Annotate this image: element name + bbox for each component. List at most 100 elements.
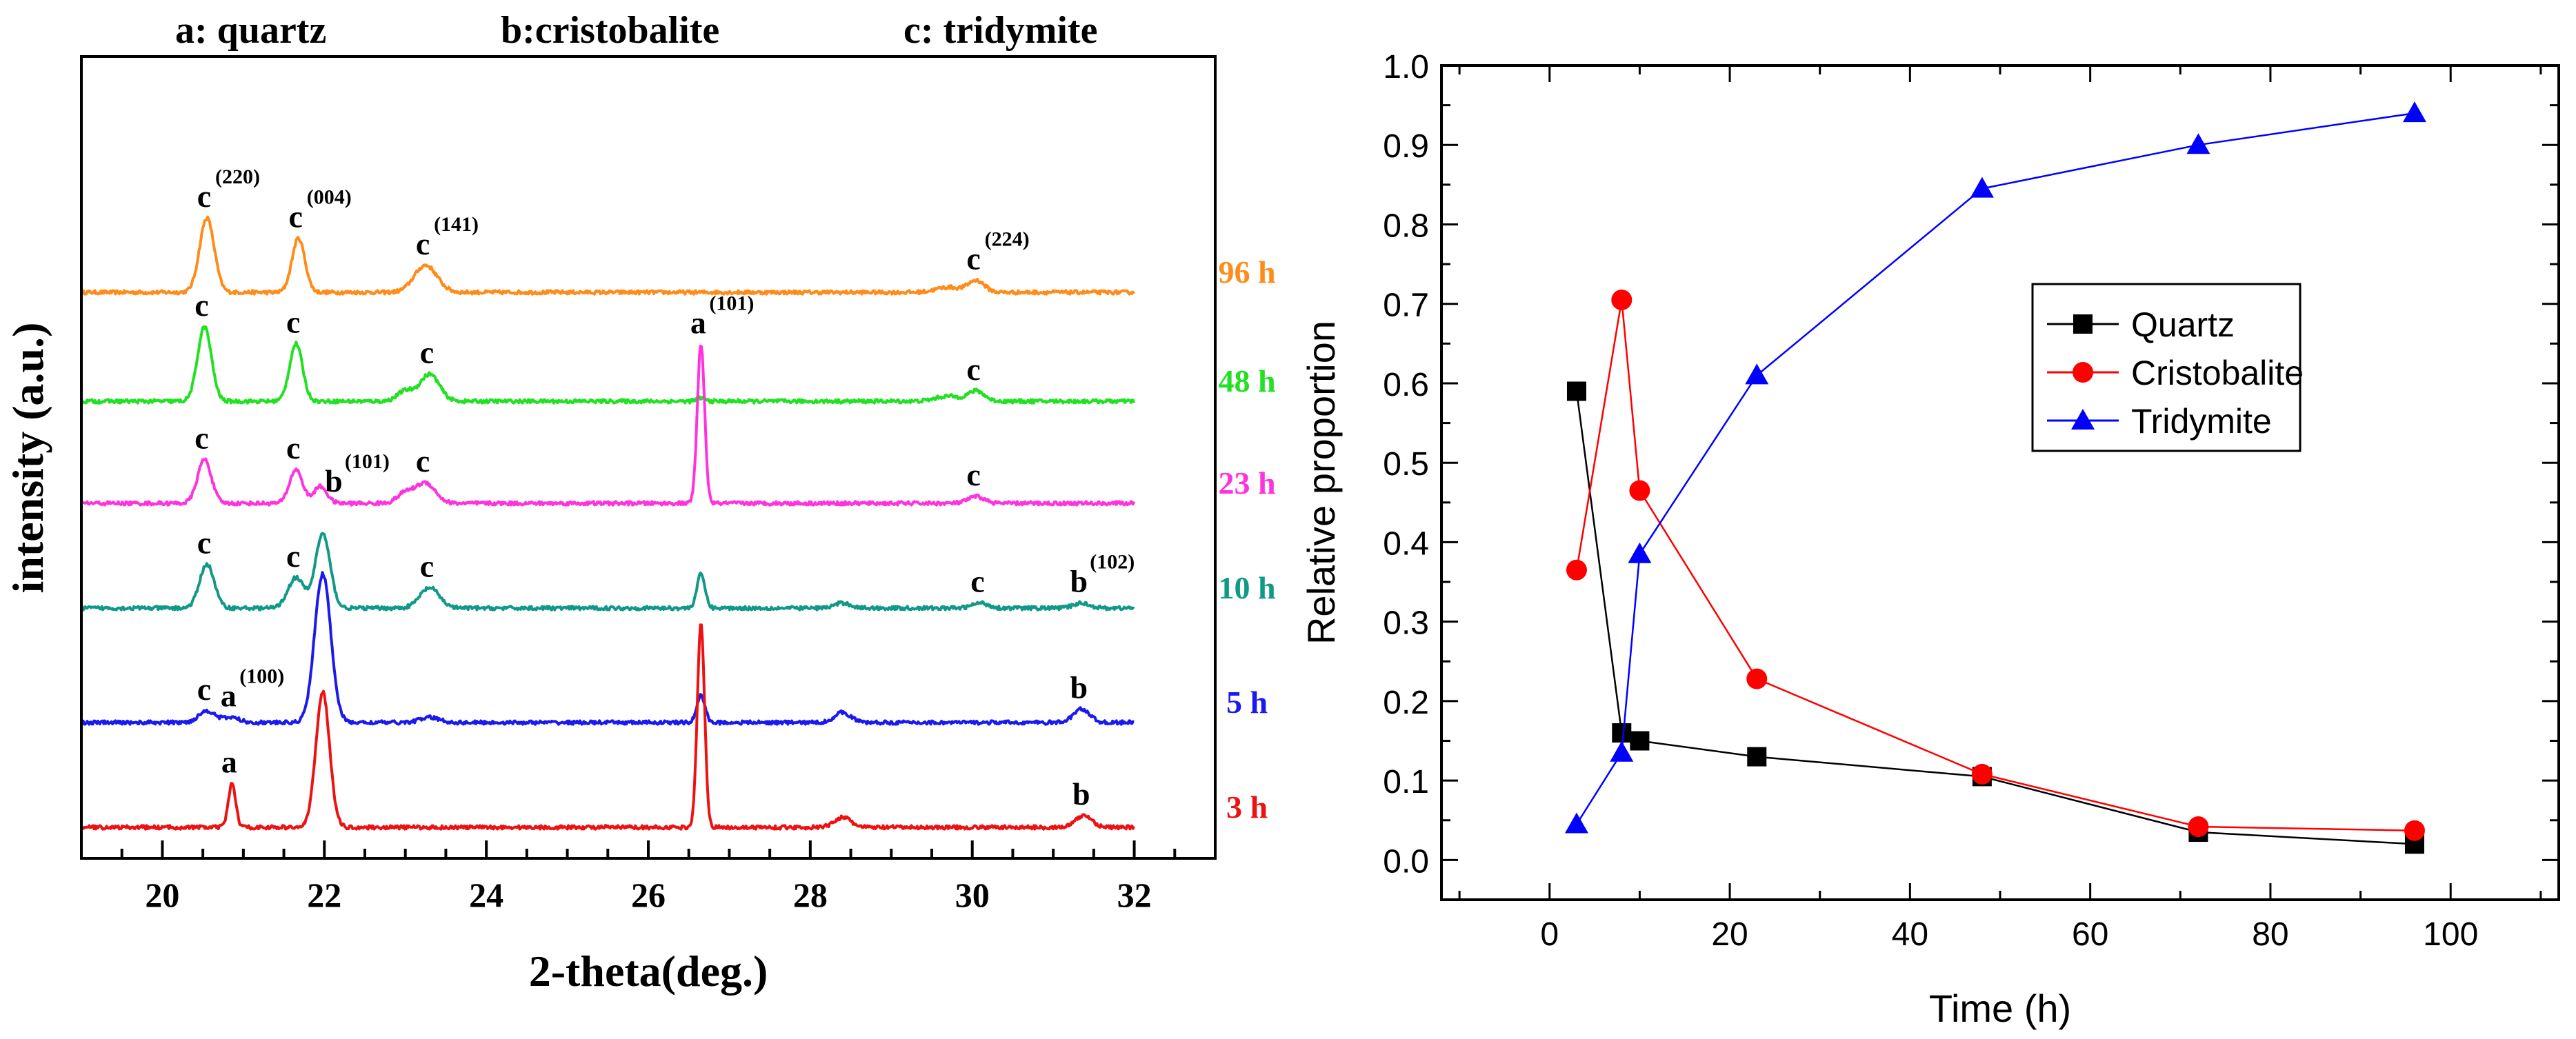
peak-letter: c <box>286 305 300 340</box>
legend-label: Cristobalite <box>2131 354 2304 392</box>
proportion-y-axis-label: Relative proportion <box>1299 321 1343 645</box>
legend-label: Quartz <box>2131 305 2235 344</box>
xrd-x-tick-label: 32 <box>1117 876 1152 914</box>
peak-letter: c <box>966 457 980 492</box>
data-point-tridymite <box>1564 812 1588 834</box>
xrd-peak-label-96-h-0: c(220) <box>197 165 260 214</box>
data-point-quartz <box>1747 747 1767 767</box>
xrd-x-ticks: 20 22 24 26 28 30 32 <box>80 840 1217 914</box>
peak-letter: c <box>420 335 434 370</box>
legend: Quartz Cristobalite Tridymite <box>2031 283 2304 452</box>
data-point-cristobalite <box>1971 763 1993 785</box>
header-label-cristobalite: b:cristobalite <box>501 9 719 52</box>
data-point-cristobalite <box>1629 480 1650 501</box>
data-point-tridymite <box>2186 133 2210 154</box>
peak-index: (102) <box>1090 551 1135 574</box>
data-point-cristobalite <box>2188 816 2209 837</box>
xrd-peak-label-10-h-14: c <box>197 525 211 560</box>
peak-index: (220) <box>215 165 260 188</box>
peak-index: (004) <box>307 186 352 209</box>
xrd-y-axis-label: intensity (a.u.) <box>3 323 52 594</box>
xrd-peak-label-3-h-22: a <box>221 744 237 779</box>
y-tick-label: 0.8 <box>1383 208 1429 244</box>
xrd-peak-label-5-h-20: a(100) <box>221 665 284 713</box>
peak-letter: c <box>416 226 430 261</box>
y-tick-label: 0.3 <box>1383 605 1429 642</box>
legend-item-quartz: Quartz <box>2047 305 2235 344</box>
xrd-x-axis-label: 2-theta(deg.) <box>529 947 768 996</box>
xrd-trace-3-h <box>80 623 1135 831</box>
x-tick-label: 40 <box>1892 916 1928 953</box>
xrd-series-label-10-h: 10 h <box>1218 570 1275 605</box>
xrd-series-label-23-h: 23 h <box>1218 465 1275 501</box>
peak-index: (101) <box>709 292 754 315</box>
x-tick-label: 0 <box>1540 916 1559 953</box>
peak-letter: c <box>416 443 430 478</box>
xrd-peak-label-48-h-5: c <box>286 305 300 340</box>
header-label-tridymite: c: tridymite <box>903 9 1097 52</box>
xrd-peak-label-10-h-18: b(102) <box>1070 551 1135 599</box>
peak-letter: b <box>1070 564 1088 599</box>
xrd-peak-label-23-h-12: a(101) <box>690 292 754 341</box>
xrd-peak-annotations: c(220)c(004)c(141)c(224)c cc cc cb(101) ca(1… <box>194 165 1135 811</box>
data-point-quartz <box>1566 381 1586 401</box>
peak-letter: b <box>1072 776 1090 811</box>
xrd-series-label-96-h: 96 h <box>1218 254 1275 290</box>
proportion-panel: 0.0 0.1 0.2 0.3 0.4 0.5 0.6 0.7 0.8 0.9 1.0 0 20 40 60… <box>1299 49 2560 1030</box>
y-tick-label: 0.7 <box>1383 288 1429 324</box>
peak-index: (101) <box>345 450 390 473</box>
xrd-peak-label-10-h-16: c <box>420 549 434 584</box>
y-tick-label: 0.4 <box>1383 525 1429 562</box>
xrd-peak-label-23-h-10: b(101) <box>325 450 390 498</box>
xrd-x-tick-label: 22 <box>307 876 341 914</box>
xrd-series-label-3-h: 3 h <box>1226 789 1268 825</box>
peak-letter: b <box>325 463 343 498</box>
peak-letter: a <box>690 305 706 341</box>
xrd-panel: a: quartz b:cristobalite c: tridymite c(… <box>3 9 1276 996</box>
xrd-x-tick-label: 26 <box>631 876 666 914</box>
xrd-peak-label-10-h-17: c <box>970 564 984 599</box>
xrd-peak-label-3-h-23: b <box>1072 776 1090 811</box>
peak-letter: c <box>194 420 208 455</box>
data-point-cristobalite <box>1566 559 1587 581</box>
data-point-tridymite <box>1970 176 1994 198</box>
data-point-cristobalite <box>2404 820 2425 841</box>
series-cristobalite <box>1566 289 2425 841</box>
x-tick-label: 80 <box>2252 916 2288 953</box>
peak-letter: c <box>966 352 980 387</box>
peak-letter: c <box>288 199 302 234</box>
peak-index: (100) <box>239 665 284 687</box>
xrd-x-tick-label: 30 <box>955 876 990 914</box>
peak-letter: c <box>286 430 300 465</box>
peak-letter: c <box>197 672 211 707</box>
y-tick-label: 0.9 <box>1383 128 1429 165</box>
xrd-series-label-48-h: 48 h <box>1218 363 1275 399</box>
peak-letter: c <box>197 525 211 560</box>
legend-marker <box>2073 314 2093 334</box>
xrd-peak-label-5-h-21: b <box>1070 669 1088 705</box>
xrd-peak-label-23-h-13: c <box>966 457 980 492</box>
peak-letter: a <box>221 678 237 713</box>
xrd-peak-label-48-h-7: c <box>966 352 980 387</box>
legend-item-cristobalite: Cristobalite <box>2047 354 2304 392</box>
xrd-peak-label-96-h-3: c(224) <box>966 228 1029 276</box>
proportion-x-axis-label: Time (h) <box>1929 987 2071 1030</box>
peak-index: (224) <box>985 228 1030 250</box>
data-point-cristobalite <box>1611 289 1633 310</box>
y-tick-label: 0.2 <box>1383 685 1429 721</box>
header-label-quartz: a: quartz <box>175 9 326 52</box>
legend-marker <box>2071 409 2095 430</box>
y-tick-label: 0.5 <box>1383 446 1429 483</box>
x-tick-label: 100 <box>2423 916 2478 953</box>
peak-letter: c <box>966 241 980 276</box>
xrd-trace-5-h <box>80 571 1135 726</box>
xrd-peak-label-5-h-19: c <box>197 672 211 707</box>
xrd-peak-label-96-h-2: c(141) <box>416 213 479 261</box>
data-point-quartz <box>1630 731 1650 751</box>
data-point-cristobalite <box>1746 668 1768 689</box>
peak-letter: c <box>420 549 434 584</box>
legend-item-tridymite: Tridymite <box>2047 402 2272 441</box>
xrd-peak-label-48-h-4: c <box>194 288 208 323</box>
xrd-peak-label-23-h-11: c <box>416 443 430 478</box>
xrd-trace-96-h <box>80 215 1135 296</box>
